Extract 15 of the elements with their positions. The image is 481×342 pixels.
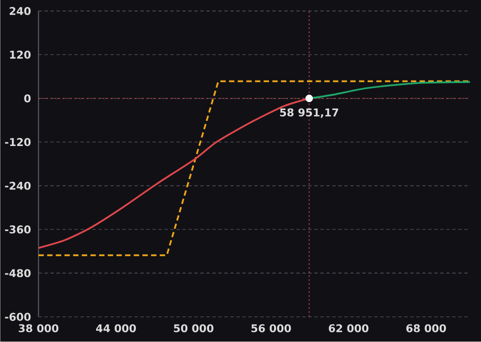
- y-tick-label: -120: [5, 138, 31, 146]
- x-tick-label: 38 000: [18, 324, 58, 332]
- x-tick-label: 50 000: [174, 324, 214, 332]
- x-tick-label: 68 000: [406, 324, 446, 332]
- y-tick-label: 120: [10, 50, 31, 59]
- y-tick-label: -240: [5, 182, 31, 190]
- x-tick-label: 56 000: [251, 324, 291, 332]
- y-tick-label: -480: [5, 269, 31, 278]
- annotation: 58 951,17: [280, 108, 338, 118]
- y-tick-label: -360: [5, 226, 31, 234]
- y-tick-label: -600: [5, 312, 31, 321]
- y-tick-label: 240: [10, 7, 31, 16]
- y-tick-label: 0: [24, 94, 31, 102]
- x-tick-label: 44 000: [96, 324, 136, 332]
- x-tick-label: 62 000: [328, 324, 368, 332]
